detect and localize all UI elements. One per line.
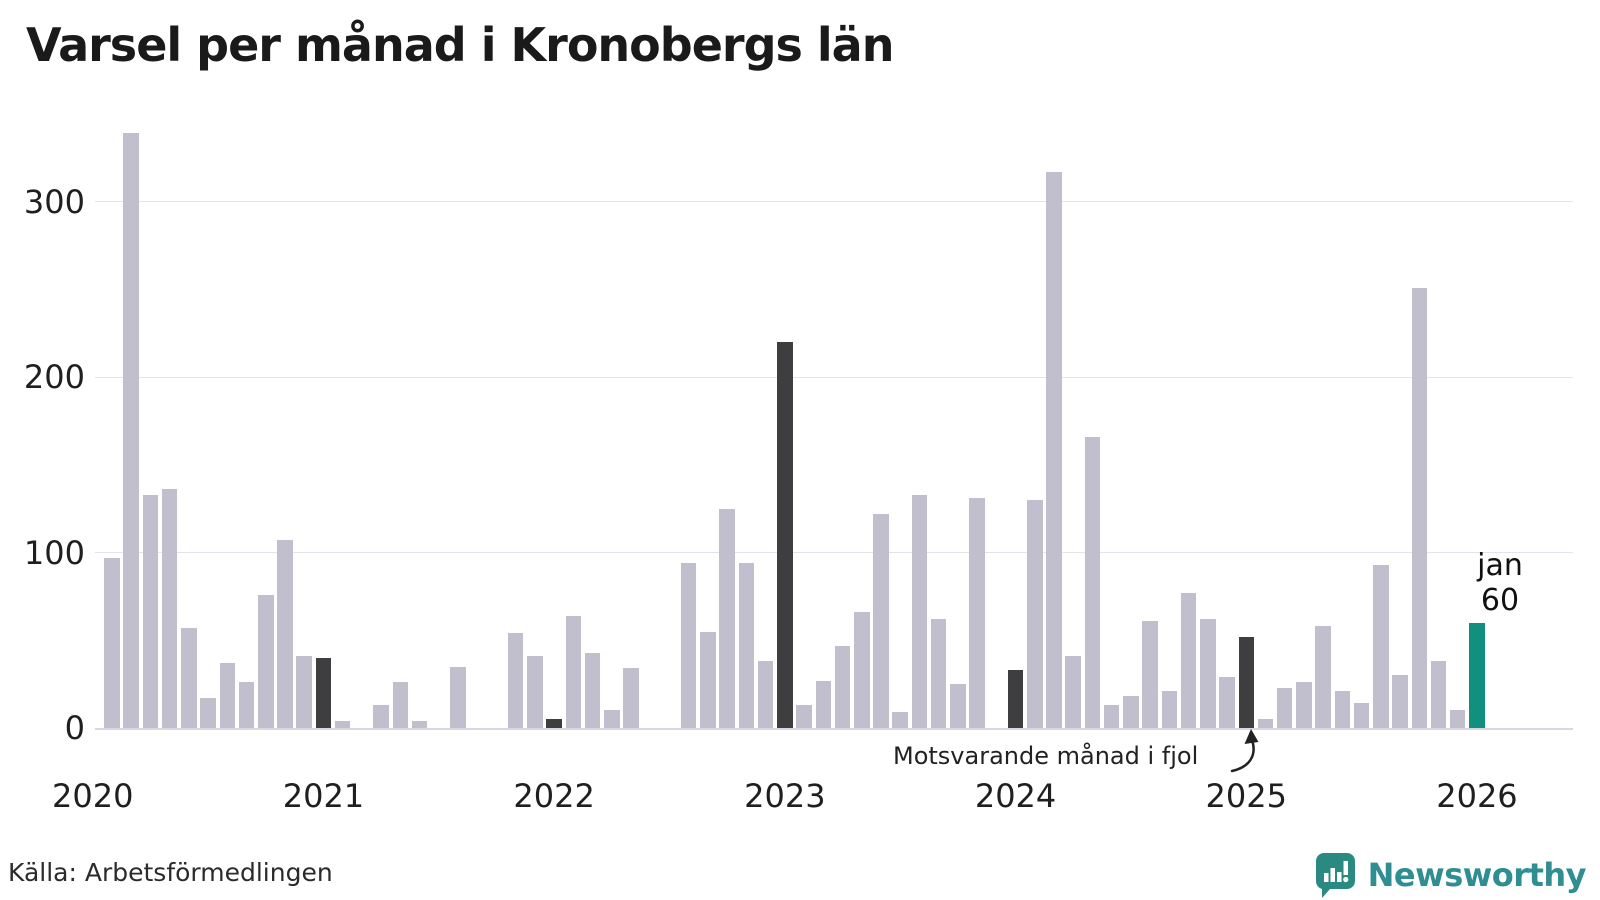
gridline	[95, 552, 1573, 554]
bar-2020-03	[123, 133, 139, 728]
bar-2025-01	[1238, 636, 1254, 728]
bar-2025-10	[1411, 287, 1428, 728]
source-note: Källa: Arbetsförmedlingen	[8, 858, 333, 887]
bar-2024-07	[1123, 696, 1139, 728]
x-year-label-2021: 2021	[282, 777, 365, 815]
bar-2023-10	[950, 684, 966, 728]
chart-title: Varsel per månad i Kronobergs län	[26, 18, 894, 72]
bar-2020-08	[219, 663, 236, 728]
bar-2025-06	[1334, 691, 1351, 728]
bar-2025-11	[1430, 661, 1447, 728]
newsworthy-logo-icon	[1315, 852, 1356, 899]
bar-2021-06	[411, 720, 428, 728]
bar-2020-07	[200, 698, 216, 728]
bar-2021-05	[392, 682, 409, 728]
current-month-value: 60	[1480, 583, 1520, 618]
bar-2023-11	[969, 498, 985, 728]
bar-2022-11	[738, 563, 755, 728]
bar-2022-08	[680, 563, 697, 728]
bar-2020-10	[258, 594, 274, 728]
bar-2021-01	[315, 657, 332, 728]
bar-2020-04	[142, 494, 159, 728]
bar-2022-01	[546, 719, 562, 728]
bar-2025-02	[1257, 719, 1274, 728]
bar-2023-01	[777, 342, 793, 728]
bar-2021-12	[527, 656, 543, 728]
bar-2023-06	[873, 514, 889, 728]
bar-2023-07	[892, 712, 908, 728]
x-year-label-2025: 2025	[1205, 777, 1287, 815]
x-axis-baseline	[95, 728, 1573, 730]
newsworthy-logo[interactable]: Newsworthy	[1315, 850, 1587, 900]
bar-2025-12	[1449, 710, 1466, 728]
bar-2020-11	[277, 540, 293, 728]
bar-2024-03	[1046, 171, 1062, 728]
bar-2022-03	[584, 652, 601, 728]
y-tick-label: 0	[64, 709, 85, 747]
bar-2024-08	[1142, 621, 1158, 728]
bar-2020-12	[296, 656, 312, 728]
bar-2024-04	[1065, 656, 1081, 728]
bar-2024-11	[1200, 619, 1216, 728]
bar-2022-09	[700, 631, 716, 728]
bar-2021-04	[373, 705, 389, 728]
bar-2020-02	[104, 557, 120, 728]
bar-2025-09	[1392, 675, 1408, 728]
bar-2024-05	[1084, 436, 1101, 728]
bar-2022-12	[757, 661, 774, 728]
bar-2023-04	[834, 645, 851, 728]
bar-2025-03	[1276, 687, 1293, 728]
x-year-label-2020: 2020	[52, 777, 134, 815]
current-month-name: jan	[1477, 548, 1523, 583]
bar-2024-10	[1180, 592, 1197, 728]
bar-2024-02	[1027, 499, 1043, 728]
y-tick-label: 100	[23, 533, 85, 572]
bar-2021-11	[507, 633, 524, 728]
y-tick-label: 300	[23, 182, 85, 221]
bar-2022-10	[719, 508, 735, 728]
bar-2020-05	[161, 489, 178, 728]
bar-2024-01	[1007, 670, 1024, 728]
bar-2024-09	[1161, 691, 1178, 728]
current-month-label: jan 60	[1442, 548, 1558, 618]
y-tick-label: 200	[23, 358, 85, 397]
bar-2023-05	[854, 612, 870, 728]
gridline	[95, 201, 1573, 203]
bar-2020-09	[238, 682, 255, 728]
gridline	[95, 376, 1573, 378]
bar-2024-12	[1219, 677, 1235, 728]
bar-2023-08	[911, 494, 928, 728]
bar-2023-02	[796, 705, 812, 728]
bar-2021-02	[334, 720, 351, 728]
x-year-label-2022: 2022	[513, 777, 595, 815]
bar-2023-09	[930, 619, 947, 728]
bar-2025-07	[1353, 703, 1370, 728]
bar-2026-01	[1469, 622, 1485, 728]
bar-2025-08	[1373, 564, 1389, 728]
bar-2025-05	[1315, 626, 1331, 728]
newsworthy-logo-text: Newsworthy	[1367, 856, 1587, 894]
bar-2025-04	[1296, 682, 1312, 728]
bar-2023-03	[815, 680, 832, 728]
annotation-text: Motsvarande månad i fjol	[893, 742, 1199, 770]
x-year-label-2024: 2024	[974, 777, 1057, 815]
bar-2021-08	[450, 666, 466, 728]
bar-2022-05	[623, 668, 639, 728]
bar-2020-06	[181, 628, 197, 728]
x-year-label-2026: 2026	[1436, 777, 1518, 815]
bar-2022-02	[565, 615, 582, 728]
bar-2022-04	[604, 710, 620, 728]
x-year-label-2023: 2023	[744, 777, 826, 815]
bar-2024-06	[1103, 705, 1120, 728]
